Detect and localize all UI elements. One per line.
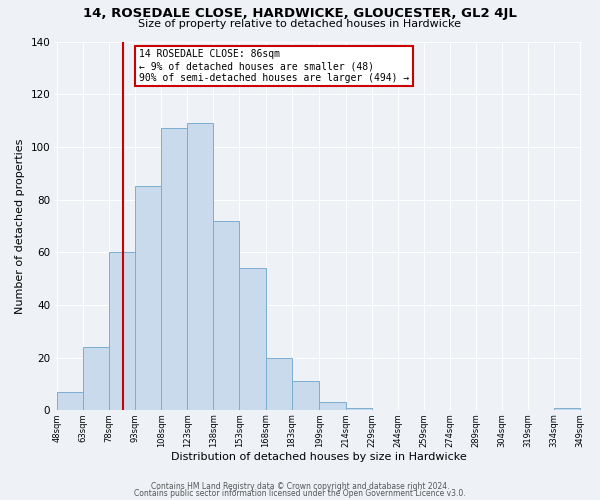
Bar: [266, 358, 292, 410]
Bar: [292, 382, 319, 410]
Text: Contains HM Land Registry data © Crown copyright and database right 2024.: Contains HM Land Registry data © Crown c…: [151, 482, 449, 491]
Bar: [319, 402, 346, 410]
Bar: [239, 268, 266, 410]
Text: 14 ROSEDALE CLOSE: 86sqm
← 9% of detached houses are smaller (48)
90% of semi-de: 14 ROSEDALE CLOSE: 86sqm ← 9% of detache…: [139, 50, 409, 82]
X-axis label: Distribution of detached houses by size in Hardwicke: Distribution of detached houses by size …: [171, 452, 466, 462]
Text: Contains public sector information licensed under the Open Government Licence v3: Contains public sector information licen…: [134, 488, 466, 498]
Bar: [109, 252, 135, 410]
Y-axis label: Number of detached properties: Number of detached properties: [15, 138, 25, 314]
Text: 14, ROSEDALE CLOSE, HARDWICKE, GLOUCESTER, GL2 4JL: 14, ROSEDALE CLOSE, HARDWICKE, GLOUCESTE…: [83, 8, 517, 20]
Bar: [83, 347, 109, 410]
Bar: [135, 186, 161, 410]
Bar: [554, 408, 580, 410]
Bar: [57, 392, 83, 410]
Bar: [346, 408, 371, 410]
Text: Size of property relative to detached houses in Hardwicke: Size of property relative to detached ho…: [139, 19, 461, 29]
Bar: [187, 123, 214, 410]
Bar: [214, 220, 239, 410]
Bar: [161, 128, 187, 410]
